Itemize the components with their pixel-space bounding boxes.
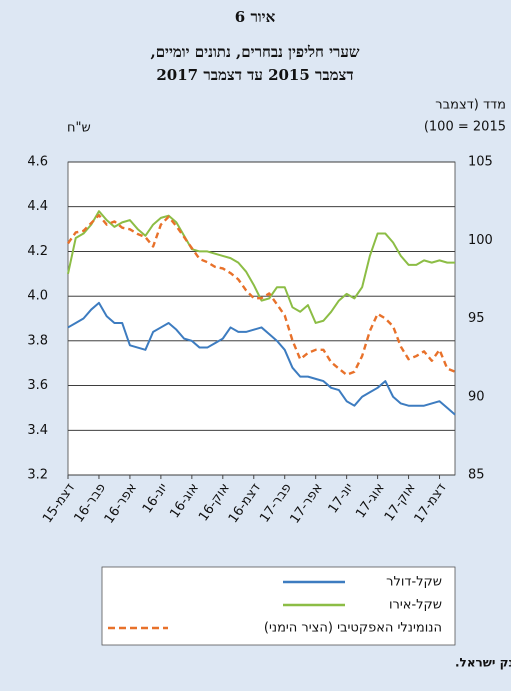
y-tick-label: 3.2 <box>27 468 48 483</box>
y-axis-label: ש"ח <box>67 121 91 136</box>
plot-area <box>68 162 455 475</box>
y2-tick-label: 100 <box>468 233 493 248</box>
y-tick-label: 3.6 <box>27 378 48 393</box>
y-tick-label: 4.2 <box>27 244 48 259</box>
chart-subtitle: דצמבר 2015 עד דצמבר 2017 <box>156 66 353 84</box>
y2-tick-label: 85 <box>468 468 485 483</box>
y-tick-label: 4.6 <box>27 155 48 170</box>
y2-tick-label: 105 <box>468 155 493 170</box>
chart-title: איור 6 <box>235 8 276 26</box>
y2-axis-label: מדד (דצמבר <box>435 98 506 113</box>
y2-tick-label: 90 <box>468 389 485 404</box>
y2-axis-label: 2015 = 100) <box>424 120 506 135</box>
y2-tick-label: 95 <box>468 311 485 326</box>
legend-label: הנומינלי האפקטיבי (הציר הימני) <box>264 621 442 636</box>
plot-border <box>67 161 456 476</box>
legend-box <box>101 566 456 646</box>
legend-label: שקל-אירו <box>389 598 442 613</box>
series-line <box>67 301 456 416</box>
y-tick-label: 3.8 <box>27 333 48 348</box>
series-line <box>67 214 456 377</box>
source-note: המקור: עיבודי בנק ישראל. <box>455 656 511 670</box>
chart-subtitle: שערי חליפין נבחרים, נתונים יומיים, <box>150 43 359 61</box>
legend-label: שקל-דולר <box>386 575 442 590</box>
y-tick-label: 3.4 <box>27 423 48 438</box>
y-tick-label: 4.4 <box>27 199 48 214</box>
y-tick-label: 4.0 <box>27 289 48 304</box>
series-line <box>67 210 455 324</box>
